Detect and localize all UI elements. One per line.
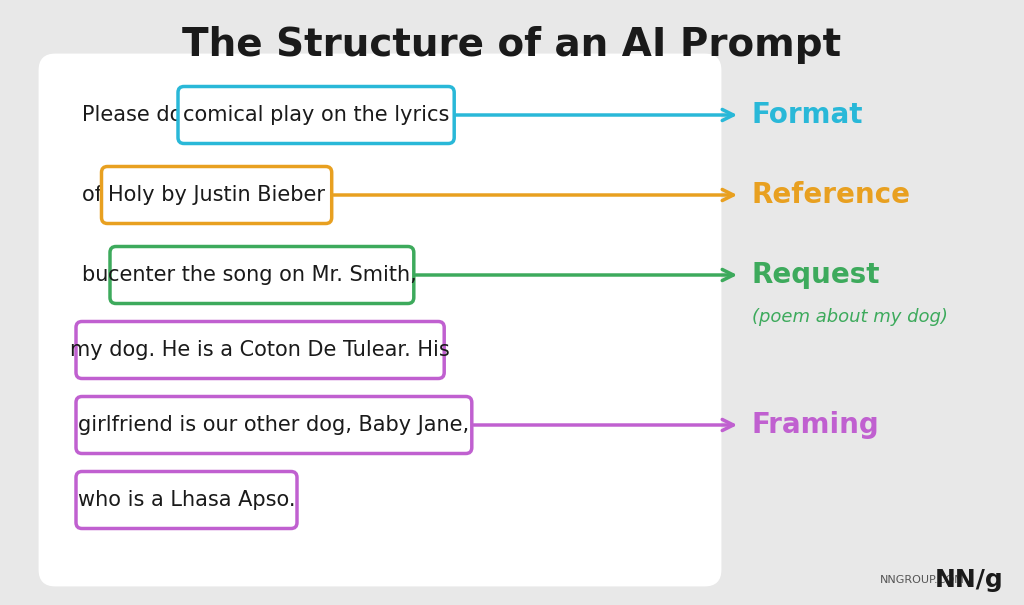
FancyBboxPatch shape xyxy=(76,471,297,529)
Text: Reference: Reference xyxy=(752,181,911,209)
FancyBboxPatch shape xyxy=(110,246,414,304)
Text: Framing: Framing xyxy=(752,411,880,439)
Text: Request: Request xyxy=(752,261,881,289)
Text: Holy by Justin Bieber: Holy by Justin Bieber xyxy=(109,185,325,205)
Text: of: of xyxy=(82,185,109,205)
FancyBboxPatch shape xyxy=(76,396,472,454)
Text: center the song on Mr. Smith,: center the song on Mr. Smith, xyxy=(108,265,417,285)
FancyBboxPatch shape xyxy=(40,55,720,585)
Text: my dog. He is a Coton De Tulear. His: my dog. He is a Coton De Tulear. His xyxy=(71,340,450,360)
Text: girlfriend is our other dog, Baby Jane,: girlfriend is our other dog, Baby Jane, xyxy=(79,415,469,435)
Text: comical play on the lyrics: comical play on the lyrics xyxy=(183,105,450,125)
Text: NNGROUP.COM: NNGROUP.COM xyxy=(880,575,965,585)
Text: The Structure of an AI Prompt: The Structure of an AI Prompt xyxy=(182,26,842,64)
Text: (poem about my dog): (poem about my dog) xyxy=(752,308,948,326)
FancyBboxPatch shape xyxy=(76,321,444,379)
Text: Please do a: Please do a xyxy=(82,105,208,125)
Text: NN/g: NN/g xyxy=(935,568,1004,592)
Text: but: but xyxy=(82,265,123,285)
FancyBboxPatch shape xyxy=(101,166,332,223)
Text: who is a Lhasa Apso.: who is a Lhasa Apso. xyxy=(78,490,295,510)
FancyBboxPatch shape xyxy=(178,87,455,143)
Text: Format: Format xyxy=(752,101,863,129)
